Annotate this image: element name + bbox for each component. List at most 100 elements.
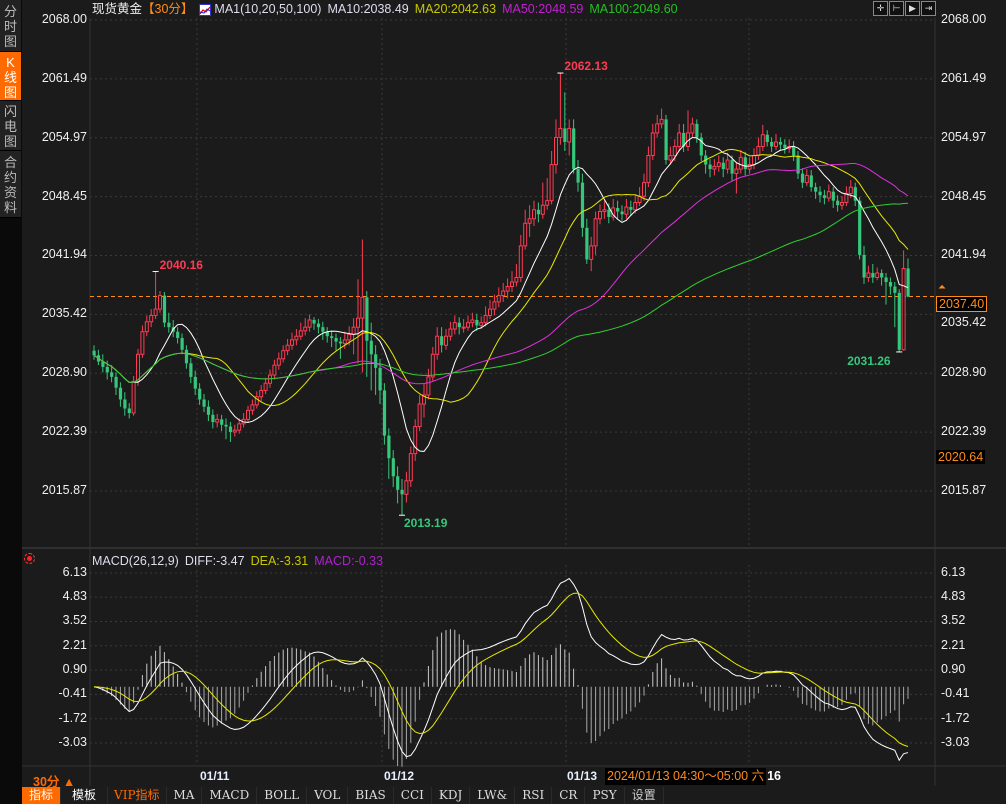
toolbar-vol[interactable]: VOL bbox=[307, 787, 349, 804]
candle-body bbox=[527, 218, 532, 224]
cursor-time: 2024/01/13 04:30～05:00 六 bbox=[605, 768, 767, 785]
candle-body bbox=[620, 211, 624, 215]
ma-params: MA1(10,20,50,100) bbox=[214, 2, 322, 16]
tab-time-chart[interactable]: 分时图 bbox=[0, 0, 21, 52]
candle-body bbox=[554, 136, 558, 166]
macd-tick-label: 6.13 bbox=[941, 565, 966, 579]
candle-body bbox=[307, 319, 312, 328]
candle-body bbox=[510, 281, 514, 288]
price-tick-label: 2068.00 bbox=[941, 12, 987, 26]
candle-body bbox=[725, 159, 730, 170]
candle-body bbox=[901, 267, 906, 351]
candle-body bbox=[765, 134, 769, 142]
candle-body bbox=[897, 292, 901, 350]
candle-body bbox=[818, 191, 822, 196]
candle-body bbox=[259, 389, 264, 398]
candle-body bbox=[721, 162, 725, 170]
move-right-icon[interactable]: ⇥ bbox=[921, 1, 936, 16]
candle-body bbox=[783, 144, 787, 149]
candle-body bbox=[572, 128, 576, 170]
toolbar-bias[interactable]: BIAS bbox=[348, 787, 394, 804]
price-tick-label: 2041.94 bbox=[941, 247, 987, 262]
candle-body bbox=[140, 331, 145, 355]
toolbar-cci[interactable]: CCI bbox=[393, 787, 432, 804]
candle-body bbox=[770, 141, 774, 147]
candle-body bbox=[752, 155, 756, 166]
toolbar-boll[interactable]: BOLL bbox=[257, 787, 308, 804]
macd-tick-label: -1.72 bbox=[941, 710, 970, 725]
toolbar-cr[interactable]: CR bbox=[552, 787, 586, 804]
candle-body bbox=[712, 165, 717, 170]
price-tick-label: 2068.00 bbox=[41, 12, 87, 26]
cursor-price-tag: 2020.64 bbox=[936, 450, 986, 464]
toolbar-kdj[interactable]: KDJ bbox=[431, 787, 471, 804]
toolbar-psy[interactable]: PSY bbox=[585, 787, 625, 804]
candle-body bbox=[730, 160, 734, 174]
tab-k-line-chart[interactable]: K线图 bbox=[0, 52, 21, 101]
tab-contract-info[interactable]: 合约资料 bbox=[0, 151, 21, 218]
toolbar-ma[interactable]: MA bbox=[166, 787, 203, 804]
macd-tick-label: 3.52 bbox=[62, 613, 87, 628]
candle-body bbox=[237, 423, 242, 431]
candle-body bbox=[360, 296, 365, 319]
period-selector[interactable]: 30分 ▲ bbox=[33, 775, 76, 789]
candle-body bbox=[444, 335, 448, 346]
scroll-up-icon[interactable]: ⏶ bbox=[938, 282, 946, 293]
indicator-toolbar: 指标 模板 VIP指标 MA MACD BOLL VOL BIAS CCI KD… bbox=[22, 787, 664, 804]
macd-settings-icon[interactable] bbox=[24, 553, 35, 564]
candle-body bbox=[778, 141, 783, 145]
high-price-label: 2062.13 bbox=[564, 59, 608, 74]
candle-body bbox=[738, 156, 743, 170]
crosshair-icon[interactable]: ✛ bbox=[873, 1, 888, 16]
toolbar-macd[interactable]: MACD bbox=[202, 787, 258, 804]
price-tick-label: 2028.90 bbox=[941, 365, 987, 380]
candle-body bbox=[365, 297, 369, 341]
macd-header: MACD(26,12,9) DIFF:-3.47 DEA:-3.31 MACD:… bbox=[92, 554, 383, 569]
candle-body bbox=[650, 132, 655, 157]
macd-tick-label: 2.21 bbox=[941, 637, 966, 652]
ma20-value: MA20:2042.63 bbox=[414, 2, 497, 16]
candle-body bbox=[316, 323, 321, 328]
toolbar-rsi[interactable]: RSI bbox=[515, 787, 553, 804]
candle-body bbox=[303, 326, 308, 332]
candle-body bbox=[224, 424, 228, 427]
macd-dea: DEA:-3.31 bbox=[250, 554, 309, 568]
current-price-tag: 2037.40 bbox=[936, 296, 988, 312]
candle-body bbox=[105, 366, 109, 373]
candle-body bbox=[198, 388, 202, 400]
toolbar-lw[interactable]: LW& bbox=[470, 787, 516, 804]
zoom-fit-icon[interactable]: ⊢ bbox=[889, 1, 904, 16]
candle-body bbox=[110, 372, 114, 377]
candle-body bbox=[246, 409, 250, 420]
toolbar-settings[interactable]: 设置 bbox=[624, 787, 664, 804]
candle-body bbox=[893, 286, 897, 293]
candle-body bbox=[659, 118, 664, 125]
ma100-line bbox=[93, 202, 909, 383]
tab-flash-chart[interactable]: 闪电图 bbox=[0, 101, 21, 151]
candle-body bbox=[716, 162, 721, 167]
candle-body bbox=[822, 195, 827, 198]
candle-body bbox=[426, 376, 431, 396]
play-forward-icon[interactable]: ▶ bbox=[905, 1, 920, 16]
candle-body bbox=[875, 272, 880, 278]
low-price-label: 2013.19 bbox=[404, 516, 448, 531]
candle-body bbox=[228, 426, 233, 432]
candle-body bbox=[387, 435, 391, 459]
candle-body bbox=[858, 200, 862, 255]
toolbar-template[interactable]: 模板 bbox=[61, 787, 109, 804]
toolbar-indicators[interactable]: 指标 bbox=[22, 787, 62, 804]
candle-body bbox=[369, 340, 373, 355]
candle-body bbox=[153, 308, 158, 316]
candle-body bbox=[374, 354, 378, 368]
toolbar-vip-indicators[interactable]: VIP指标 bbox=[108, 787, 167, 804]
candle-body bbox=[136, 353, 140, 382]
candle-body bbox=[616, 207, 620, 212]
macd-tick-label: 0.90 bbox=[62, 662, 87, 677]
ma-chart-icon[interactable] bbox=[199, 3, 212, 16]
candle-body bbox=[677, 132, 682, 147]
candle-body bbox=[699, 137, 703, 156]
candle-body bbox=[167, 322, 171, 328]
candle-body bbox=[532, 209, 536, 220]
candle-body bbox=[672, 145, 677, 157]
